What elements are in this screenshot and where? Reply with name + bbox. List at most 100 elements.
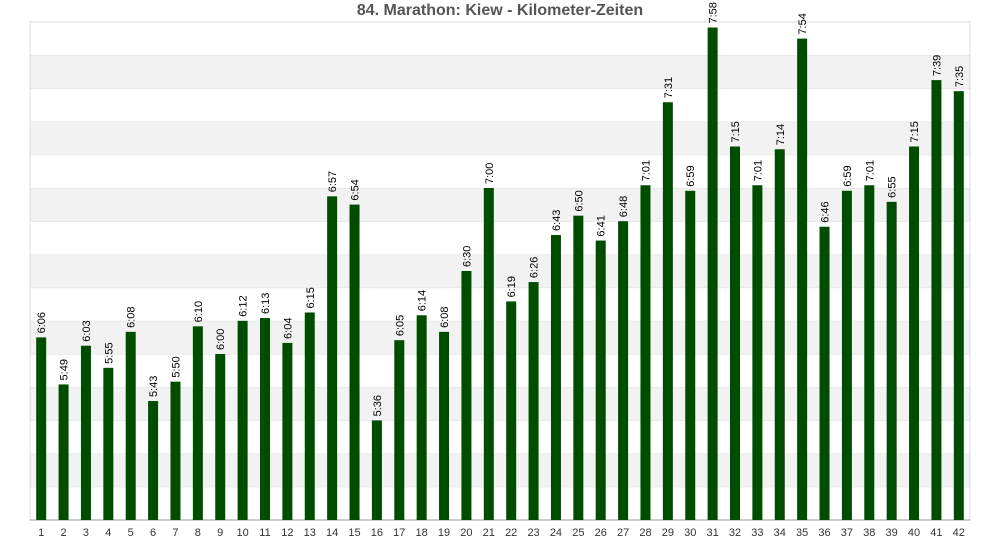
grid-band xyxy=(30,254,970,288)
bar-value-label: 6:59 xyxy=(685,165,697,186)
bar-value-label: 7:14 xyxy=(775,124,787,145)
bar-value-label: 7:01 xyxy=(864,160,876,181)
bar[interactable] xyxy=(931,80,942,520)
bar-value-label: 6:06 xyxy=(36,312,48,333)
bar-value-label: 6:26 xyxy=(529,257,541,278)
bar[interactable] xyxy=(595,240,606,521)
bar-value-label: 7:00 xyxy=(484,163,496,184)
x-tick-label: 6 xyxy=(150,527,156,539)
x-tick-label: 38 xyxy=(863,527,875,539)
bar-value-label: 6:14 xyxy=(417,290,429,311)
bar-value-label: 6:48 xyxy=(618,196,630,217)
bar[interactable] xyxy=(349,204,360,520)
bar[interactable] xyxy=(371,420,382,520)
bar[interactable] xyxy=(797,38,808,520)
x-tick-label: 20 xyxy=(460,527,472,539)
bar[interactable] xyxy=(260,318,270,520)
bar[interactable] xyxy=(841,190,852,520)
x-tick-label: 30 xyxy=(684,527,696,539)
bar-value-label: 6:08 xyxy=(439,306,451,327)
bar[interactable] xyxy=(707,27,718,521)
bar-value-label: 7:01 xyxy=(640,160,652,181)
bar[interactable] xyxy=(461,271,472,520)
bar[interactable] xyxy=(573,215,584,520)
grid-band xyxy=(30,420,970,454)
bars xyxy=(36,27,964,521)
bar-value-label: 6:57 xyxy=(327,171,339,192)
bar[interactable] xyxy=(170,381,181,520)
bar[interactable] xyxy=(282,342,293,520)
grid-band xyxy=(30,320,970,354)
bar-value-label: 7:35 xyxy=(954,66,966,87)
x-tick-label: 34 xyxy=(774,527,786,539)
x-tick-label: 15 xyxy=(348,527,360,539)
bar[interactable] xyxy=(36,337,47,520)
x-tick-label: 27 xyxy=(617,527,629,539)
x-tick-label: 28 xyxy=(639,527,651,539)
bar[interactable] xyxy=(550,235,561,521)
bar[interactable] xyxy=(774,149,785,520)
bar[interactable] xyxy=(125,331,136,520)
bar[interactable] xyxy=(640,185,651,520)
x-tick-label: 16 xyxy=(371,527,383,539)
x-tick-label: 35 xyxy=(796,527,808,539)
x-tick-label: 12 xyxy=(281,527,293,539)
bar[interactable] xyxy=(304,312,315,521)
bar[interactable] xyxy=(752,185,763,520)
bar[interactable] xyxy=(394,340,405,520)
x-tick-label: 4 xyxy=(105,527,111,539)
bar[interactable] xyxy=(662,102,673,520)
x-tick-label: 3 xyxy=(83,527,89,539)
bar[interactable] xyxy=(886,201,897,521)
bar[interactable] xyxy=(909,146,920,521)
x-tick-label: 5 xyxy=(128,527,134,539)
bar[interactable] xyxy=(237,320,248,520)
bar[interactable] xyxy=(80,345,91,520)
bar[interactable] xyxy=(416,315,427,520)
bar[interactable] xyxy=(103,367,114,520)
x-tick-label: 40 xyxy=(908,527,920,539)
bar[interactable] xyxy=(953,91,964,521)
bar[interactable] xyxy=(327,196,338,521)
bar-value-label: 6:50 xyxy=(573,190,585,211)
bar-value-label: 5:50 xyxy=(170,356,182,377)
bar-value-label: 5:36 xyxy=(372,395,384,416)
x-tick-label: 29 xyxy=(662,527,674,539)
bar-value-label: 6:03 xyxy=(81,320,93,341)
bar[interactable] xyxy=(58,384,69,520)
x-tick-label: 22 xyxy=(505,527,517,539)
bar-value-label: 5:49 xyxy=(59,359,71,380)
grid-band xyxy=(30,88,970,122)
bar[interactable] xyxy=(685,190,696,520)
bar[interactable] xyxy=(864,185,875,520)
bar-value-label: 7:01 xyxy=(752,160,764,181)
bar-value-label: 6:19 xyxy=(506,276,518,297)
bar[interactable] xyxy=(618,221,629,520)
grid-bands xyxy=(29,21,971,521)
bar[interactable] xyxy=(215,354,226,520)
bar[interactable] xyxy=(819,226,830,520)
x-tick-label: 42 xyxy=(953,527,965,539)
bar-value-label: 6:55 xyxy=(887,176,899,197)
value-labels: 6:06 5:49 6:03 5:55 6:08 5:43 5:50 6:10 6:00 6:12… xyxy=(36,2,966,416)
bar[interactable] xyxy=(506,301,517,520)
bar[interactable] xyxy=(483,188,494,520)
bar-value-label: 6:43 xyxy=(551,210,563,231)
bar-value-label: 6:15 xyxy=(305,287,317,308)
bar-value-label: 6:08 xyxy=(126,306,138,327)
grid-band xyxy=(30,55,970,89)
x-tick-label: 19 xyxy=(438,527,450,539)
bar[interactable] xyxy=(192,326,203,520)
x-tick-label: 7 xyxy=(172,527,178,539)
bar[interactable] xyxy=(148,401,159,520)
x-tick-label: 11 xyxy=(259,527,270,539)
x-tick-label: 17 xyxy=(393,527,405,539)
bar-value-label: 6:41 xyxy=(596,215,608,236)
x-tick-label: 25 xyxy=(572,527,584,539)
grid-band xyxy=(30,154,970,188)
bar[interactable] xyxy=(528,282,539,520)
bar-value-label: 6:13 xyxy=(260,293,272,314)
bar[interactable] xyxy=(730,146,740,521)
x-tick-label: 13 xyxy=(304,527,316,539)
bar[interactable] xyxy=(439,331,450,520)
